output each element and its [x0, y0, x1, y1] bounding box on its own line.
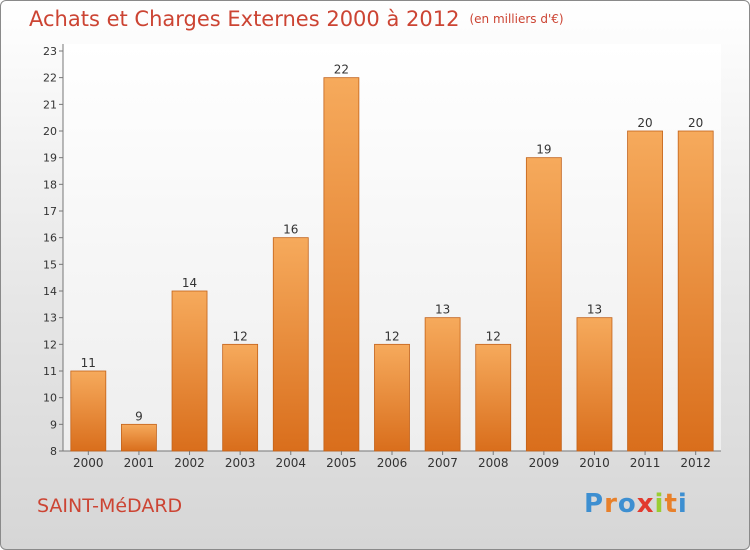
y-tick-label: 15	[43, 258, 57, 271]
x-tick-label: 2000	[73, 456, 104, 470]
bar	[475, 343, 512, 452]
x-tick-label: 2011	[630, 456, 661, 470]
x-tick-label: 2012	[680, 456, 711, 470]
town-name: SAINT-MéDARD	[37, 495, 183, 517]
bar-value-label: 13	[587, 303, 602, 317]
bar	[424, 317, 461, 452]
bar-value-label: 20	[688, 116, 703, 130]
x-tick-label: 2002	[174, 456, 205, 470]
bar-value-label: 20	[637, 116, 652, 130]
bar-value-label: 13	[435, 303, 450, 317]
logo-letter: o	[617, 489, 637, 519]
chart-subtitle: (en milliers d'€)	[469, 12, 564, 26]
x-tick-label: 2010	[579, 456, 610, 470]
y-tick-label: 9	[50, 418, 57, 431]
bar	[627, 130, 663, 452]
bar	[576, 317, 613, 452]
logo-letter: x	[636, 489, 655, 519]
bar-value-label: 22	[334, 63, 349, 77]
y-tick-label: 21	[43, 98, 57, 111]
y-tick-label: 23	[43, 45, 57, 58]
x-tick-label: 2008	[478, 456, 509, 470]
bar	[171, 290, 208, 452]
chart-title: Achats et Charges Externes 2000 à 2012 (e…	[29, 7, 564, 31]
y-tick-label: 18	[43, 178, 57, 191]
y-tick-label: 12	[43, 338, 57, 351]
y-tick-label: 20	[43, 125, 57, 138]
bar	[272, 237, 309, 452]
bar-value-label: 11	[81, 356, 96, 370]
y-tick-label: 17	[43, 205, 57, 218]
logo-letter: i	[654, 489, 665, 519]
y-tick-label: 14	[43, 285, 57, 298]
logo-letter: t	[664, 489, 678, 519]
bar-value-label: 12	[486, 329, 501, 343]
y-tick-label: 22	[43, 72, 57, 85]
y-tick-label: 11	[43, 365, 57, 378]
x-tick-label: 2003	[225, 456, 256, 470]
y-tick-label: 19	[43, 152, 57, 165]
logo-letter: i	[677, 489, 688, 519]
x-tick-label: 2001	[124, 456, 155, 470]
logo-letter: r	[604, 489, 618, 519]
proxiti-logo: Proxiti	[584, 489, 688, 519]
bar	[323, 77, 360, 452]
bar	[677, 130, 714, 452]
y-tick-label: 10	[43, 392, 57, 405]
x-tick-label: 2007	[427, 456, 458, 470]
bar-value-label: 12	[384, 329, 399, 343]
x-tick-label: 2004	[275, 456, 306, 470]
bar-value-label: 14	[182, 276, 197, 290]
bar-value-label: 19	[536, 143, 551, 157]
x-tick-label: 2006	[377, 456, 408, 470]
y-tick-label: 16	[43, 232, 57, 245]
y-tick-label: 13	[43, 312, 57, 325]
x-tick-label: 2005	[326, 456, 357, 470]
chart-title-text: Achats et Charges Externes 2000 à 2012	[29, 7, 460, 31]
bar	[525, 157, 562, 452]
bar	[121, 423, 157, 452]
bar-value-label: 12	[233, 329, 248, 343]
bar-value-label: 16	[283, 223, 298, 237]
logo-letter: P	[584, 489, 605, 519]
y-tick-label: 8	[50, 445, 57, 458]
bar	[374, 343, 410, 452]
x-tick-label: 2009	[529, 456, 560, 470]
bar	[70, 370, 107, 452]
bar	[222, 343, 259, 452]
bar-value-label: 9	[135, 409, 143, 423]
